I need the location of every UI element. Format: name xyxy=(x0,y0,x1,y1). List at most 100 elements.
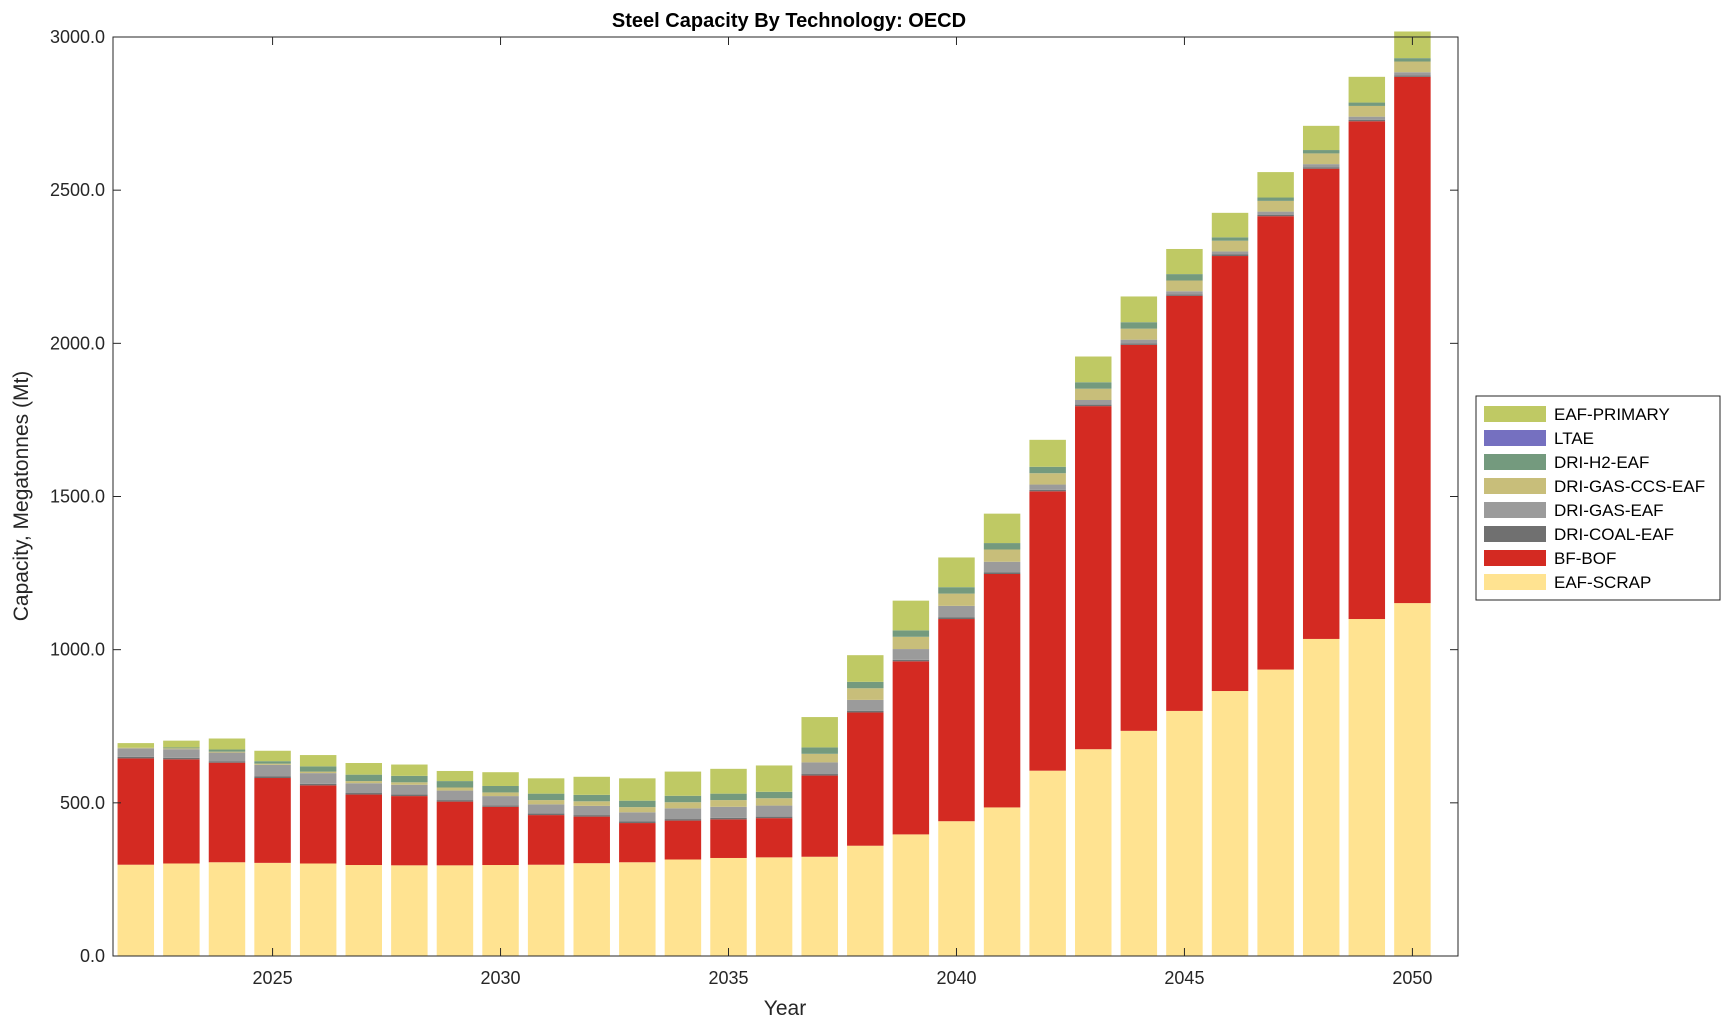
bar-segment xyxy=(527,778,565,794)
bar-segment xyxy=(938,587,975,594)
bar-segment xyxy=(573,794,610,802)
legend: EAF-PRIMARY LTAE DRI-H2-EAF DRI-GAS-CCS-EAF… xyxy=(1475,395,1721,601)
bar-segment xyxy=(664,820,702,860)
bar-segment xyxy=(208,738,246,750)
bar-segment xyxy=(892,659,930,662)
bar-segment xyxy=(938,619,975,822)
bar-segment xyxy=(527,800,565,805)
y-tick-label: 1000.0 xyxy=(50,640,105,660)
y-tick-label: 0.0 xyxy=(80,946,105,966)
bar-segment xyxy=(1302,164,1340,168)
bar-segment xyxy=(755,816,793,819)
bar-segment xyxy=(1075,356,1112,383)
bar-segment xyxy=(1166,248,1203,275)
bar-segment xyxy=(619,812,656,822)
bar-segment xyxy=(710,793,747,801)
bar-segment xyxy=(436,781,474,788)
bar-segment xyxy=(1348,121,1386,620)
bar-segment xyxy=(1394,76,1431,604)
bar-segment xyxy=(938,617,975,620)
bar-segment xyxy=(299,783,337,786)
bar-segment xyxy=(847,699,884,711)
bar-segment xyxy=(1348,105,1386,117)
bar-segment xyxy=(1029,439,1066,467)
bar-segment xyxy=(573,863,610,956)
bar-segment xyxy=(1029,770,1066,956)
bar-segment xyxy=(755,765,793,792)
bar-segment xyxy=(299,755,337,767)
chart-title: Steel Capacity By Technology: OECD xyxy=(612,10,966,32)
bar-segment xyxy=(482,806,519,866)
bar-segment xyxy=(710,806,747,818)
bar-segment xyxy=(482,805,519,807)
bar-segment xyxy=(573,816,610,864)
bar-segment xyxy=(1302,638,1340,956)
bar-segment xyxy=(847,655,884,682)
bar-segment xyxy=(1075,400,1112,405)
bar-segment xyxy=(1211,254,1249,257)
bar-segment xyxy=(436,770,474,782)
bar-segment xyxy=(664,819,702,821)
bar-segment xyxy=(573,805,610,816)
legend-label: DRI-GAS-CCS-EAF xyxy=(1554,477,1705,496)
bar-segment xyxy=(983,574,1021,808)
bar-segment xyxy=(117,748,155,757)
bar-segment xyxy=(938,605,975,618)
legend-swatch xyxy=(1484,430,1546,446)
bar-segment xyxy=(938,821,975,956)
bar-segment xyxy=(1211,691,1249,956)
bar-segment xyxy=(345,865,382,956)
bar-segment xyxy=(755,805,793,817)
bar-segment xyxy=(983,807,1021,956)
x-tick-label: 2040 xyxy=(936,968,976,988)
bar-segment xyxy=(892,600,930,631)
y-tick-label: 500.0 xyxy=(60,793,105,813)
legend-label: DRI-GAS-EAF xyxy=(1554,501,1664,520)
bar-segment xyxy=(527,793,565,801)
bar-segment xyxy=(1120,730,1158,956)
bar-segment xyxy=(436,865,474,956)
bar-segment xyxy=(983,572,1021,574)
bar-segment xyxy=(619,778,656,801)
x-tick-label: 2025 xyxy=(253,968,293,988)
bar-segment xyxy=(1211,212,1249,238)
bar-segment xyxy=(117,747,155,749)
bar-segment xyxy=(847,712,884,846)
bar-segment xyxy=(391,865,428,956)
bar-segment xyxy=(527,804,565,814)
bar-segment xyxy=(1075,406,1112,750)
x-tick-label: 2050 xyxy=(1392,968,1432,988)
bar-segment xyxy=(1348,76,1386,103)
bar-segment xyxy=(847,688,884,700)
bar-segment xyxy=(208,751,246,753)
bar-segment xyxy=(1029,484,1066,490)
x-tick-label: 2035 xyxy=(708,968,748,988)
bar-segment xyxy=(619,807,656,813)
y-tick-label: 2000.0 xyxy=(50,333,105,353)
y-axis-label: Capacity, Megatonnes (Mt) xyxy=(10,371,33,622)
legend-box xyxy=(1475,395,1721,601)
bar-segment xyxy=(527,815,565,865)
bar-segment xyxy=(436,800,474,802)
y-tick-label: 1500.0 xyxy=(50,487,105,507)
bar-segment xyxy=(892,636,930,650)
bar-segment xyxy=(892,661,930,835)
bar-segment xyxy=(391,796,428,866)
bar-segment xyxy=(755,798,793,806)
legend-label: EAF-SCRAP xyxy=(1554,573,1651,592)
bar-segment xyxy=(482,785,519,793)
bar-segment xyxy=(482,865,519,956)
bar-segment xyxy=(710,857,747,956)
bar-segment xyxy=(1166,291,1203,295)
bar-segment xyxy=(436,787,474,791)
bar-segment xyxy=(1029,489,1066,492)
bar-segment xyxy=(983,561,1021,573)
legend-label: EAF-PRIMARY xyxy=(1554,405,1670,424)
bar-segment xyxy=(254,764,291,777)
bar-segment xyxy=(892,649,930,660)
bar-segment xyxy=(755,818,793,858)
bar-segment xyxy=(482,796,519,806)
bar-segment xyxy=(1120,296,1158,323)
bar-segment xyxy=(208,752,246,762)
bar-segment xyxy=(755,857,793,956)
